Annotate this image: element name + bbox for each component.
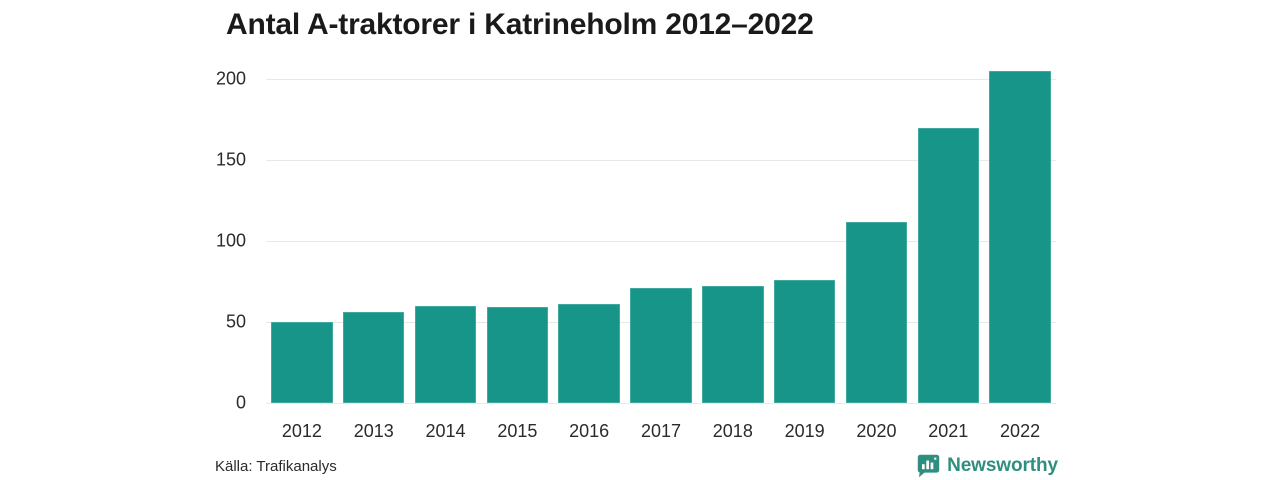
page-title: Antal A-traktorer i Katrineholm 2012–202… [226,8,814,41]
gridline [266,160,1056,161]
bar-2014[interactable] [414,305,477,403]
gridline [266,403,1056,404]
x-axis-tick-label: 2016 [569,421,610,441]
bar-series [266,70,1056,403]
x-axis-tick-label: 2021 [928,421,969,441]
brand-logo: Newsworthy [917,454,1058,478]
bar-chart-pin-icon [917,454,940,478]
plot-area [266,70,1056,404]
brand-name: Newsworthy [947,455,1058,476]
bar-2012[interactable] [271,322,333,403]
bar-2017[interactable] [630,287,692,403]
bar-2020[interactable] [845,221,908,403]
bar-2016[interactable] [558,304,620,403]
bar-2022[interactable] [989,70,1051,403]
y-axis-tick-label: 200 [215,68,246,89]
bar-2013[interactable] [343,312,405,403]
bar-2015[interactable] [486,307,549,403]
y-axis-tick-label: 100 [215,230,246,251]
x-axis-tick-label: 2015 [497,421,538,441]
x-axis-tick-label: 2020 [856,421,897,441]
y-axis-tick-label: 150 [215,149,246,170]
gridline [266,79,1056,80]
x-axis-tick-label: 2013 [353,421,394,441]
x-axis-tick-label: 2019 [784,421,825,441]
x-axis-tick-label: 2017 [640,421,682,441]
x-axis-tick-label: 2012 [281,421,322,441]
x-axis-tick-label: 2014 [425,421,466,441]
bar-2018[interactable] [702,286,764,403]
bar-2021[interactable] [917,127,979,403]
y-axis-tick-label: 0 [235,392,246,413]
gridline [266,241,1056,242]
y-axis-tick-label: 50 [225,311,246,332]
x-axis-tick-label: 2018 [712,421,753,441]
bar-2019[interactable] [773,279,836,403]
source-note: Källa: Trafikanalys [215,458,337,475]
x-axis-tick-label: 2022 [1000,421,1041,441]
